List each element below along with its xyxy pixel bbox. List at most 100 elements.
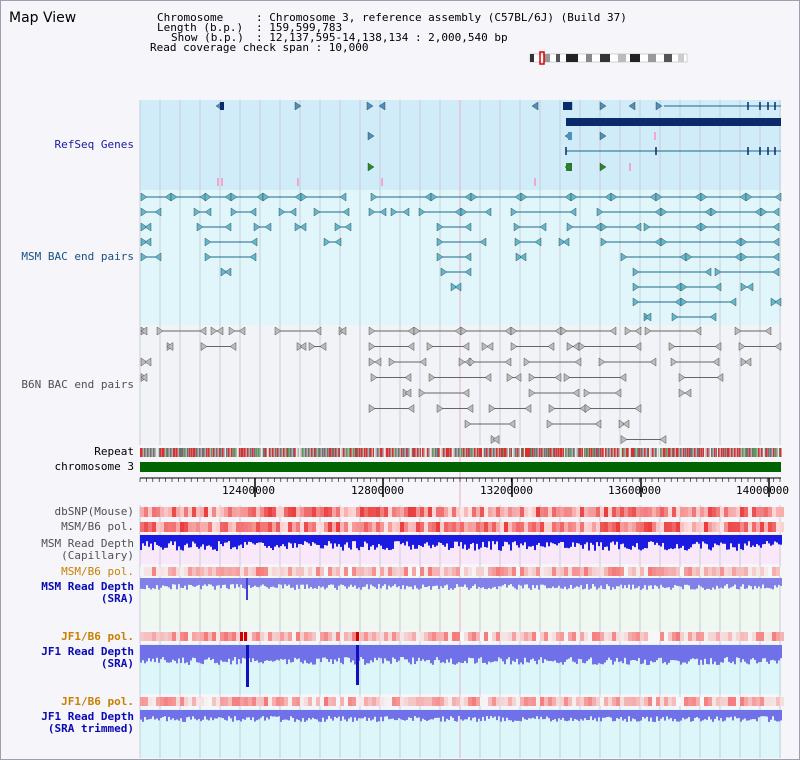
msm-b6-pol2-cell	[428, 567, 432, 576]
jf1-b6-pol-cell	[476, 632, 480, 641]
msm-depth-cap-bar	[664, 535, 666, 550]
msm-depth-cap-bar	[242, 535, 244, 549]
msm-bac-track[interactable]	[140, 192, 782, 322]
dbsnp-cell	[240, 507, 244, 517]
dbsnp-cell	[452, 507, 456, 517]
jf1-b6-pol-cell	[768, 632, 772, 641]
msm-depth-cap-bar	[424, 535, 426, 544]
jf1-depth-trim-bar	[686, 710, 688, 719]
jf1-depth-trim-bar	[392, 710, 394, 719]
msm-bac-pair-end	[772, 267, 780, 277]
repeat-element	[432, 448, 434, 457]
msm-b6-pol-cell	[648, 522, 652, 532]
msm-b6-pol2-cell	[244, 567, 248, 576]
repeat-element	[193, 448, 195, 457]
msm-bac-pair-end	[600, 222, 608, 232]
msm-depth-sra-bar	[528, 578, 530, 589]
jf1-depth-trim-bar	[436, 710, 438, 718]
msm-depth-sra-bar	[230, 578, 232, 585]
b6n-bac-pair-end	[504, 357, 512, 367]
repeat-element	[189, 448, 191, 457]
jf1-b6-pol-cell	[492, 632, 496, 641]
msm-b6-pol-cell	[232, 522, 236, 532]
msm-depth-cap-bar	[748, 535, 750, 542]
jf1-depth-trim-bar	[564, 710, 566, 721]
jf1-b6-pol-cell	[160, 632, 164, 641]
track-label-jf1-depth-trim: JF1 Read Depth	[41, 710, 134, 723]
refseq-genes-track[interactable]	[215, 101, 781, 186]
jf1-depth-sra-bar	[244, 645, 246, 659]
ideogram-band	[648, 54, 656, 62]
msm-b6-pol-cell	[396, 522, 400, 532]
msm-b6-pol-cell	[516, 522, 520, 532]
jf1-b6-pol2-cell	[700, 697, 704, 706]
jf1-b6-pol-cell	[532, 632, 536, 641]
jf1-depth-trim-bar	[696, 710, 698, 718]
b6n-bac-track[interactable]	[140, 326, 782, 444]
msm-depth-sra-bar	[368, 578, 370, 590]
repeat-element	[508, 448, 510, 457]
chromosome-ideogram[interactable]	[529, 51, 688, 65]
msm-bac-pair-end	[774, 192, 782, 202]
msm-b6-pol-cell	[624, 522, 628, 532]
b6n-bac-pair-end	[407, 342, 415, 351]
msm-depth-cap-bar	[212, 535, 214, 550]
msm-bac-pair-end	[510, 207, 518, 217]
msm-b6-pol2-cell	[432, 567, 436, 576]
jf1-depth-sra-bar	[380, 645, 382, 659]
msm-bac-pair-end	[339, 192, 347, 202]
jf1-b6-pol2-cell	[248, 697, 252, 706]
msm-b6-pol2-cell	[536, 567, 540, 576]
msm-depth-sra-bar	[254, 578, 256, 586]
msm-b6-pol2-cell	[620, 567, 624, 576]
msm-depth-sra-bar	[610, 578, 612, 590]
msm-depth-cap-bar	[646, 535, 648, 549]
jf1-depth-sra-bar	[292, 645, 294, 662]
jf1-depth-trim-bar	[620, 710, 622, 717]
jf1-b6-pol-cell	[592, 632, 596, 641]
msm-depth-cap-bar	[552, 535, 554, 544]
dbsnp-cell	[580, 507, 584, 517]
b6n-bac-pair-end	[368, 404, 376, 413]
msm-b6-pol-cell	[676, 522, 680, 532]
jf1-b6-pol2-cell	[672, 697, 676, 706]
msm-b6-pol-cell	[208, 522, 212, 532]
jf1-b6-pol2-cell	[716, 697, 720, 706]
jf1-depth-trim-bar	[382, 710, 384, 722]
msm-depth-cap-bar	[380, 535, 382, 546]
msm-depth-cap-bar	[222, 535, 224, 547]
jf1-b6-pol-cell	[520, 632, 524, 641]
msm-depth-cap-bar	[248, 535, 250, 542]
jf1-depth-trim-bar	[260, 710, 262, 718]
msm-depth-cap-bar	[398, 535, 400, 542]
repeat-element	[758, 448, 760, 457]
jf1-depth-trim-bar	[694, 710, 696, 718]
repeat-element	[526, 448, 528, 457]
msm-bac-pair-end	[450, 282, 458, 292]
msm-depth-sra-bar	[344, 578, 346, 587]
msm-depth-cap-bar	[184, 535, 186, 546]
msm-depth-cap-bar	[312, 535, 314, 543]
b6n-bac-pair-end	[678, 373, 686, 382]
repeat-element	[752, 448, 754, 457]
jf1-depth-trim-bar	[470, 710, 472, 721]
msm-b6-pol2-cell	[140, 567, 144, 576]
gene-arrow	[367, 162, 375, 172]
jf1-b6-pol2-cell	[336, 697, 340, 706]
msm-depth-sra-bar	[606, 578, 608, 585]
dbsnp-cell	[772, 507, 776, 517]
msm-depth-cap-bar	[778, 535, 780, 545]
msm-b6-pol2-cell	[340, 567, 344, 576]
msm-depth-sra-bar	[410, 578, 412, 587]
msm-depth-cap-bar	[594, 535, 596, 551]
msm-b6-pol-cell	[588, 522, 592, 532]
dbsnp-cell	[456, 507, 460, 517]
jf1-b6-pol-cell	[212, 632, 216, 641]
repeat-element	[340, 448, 342, 457]
msm-b6-pol-cell	[572, 522, 576, 532]
msm-b6-pol-cell	[344, 522, 348, 532]
msm-depth-sra-bar	[724, 578, 726, 586]
b6n-bac-pair-end	[140, 357, 148, 367]
msm-depth-sra-bar	[508, 578, 510, 586]
